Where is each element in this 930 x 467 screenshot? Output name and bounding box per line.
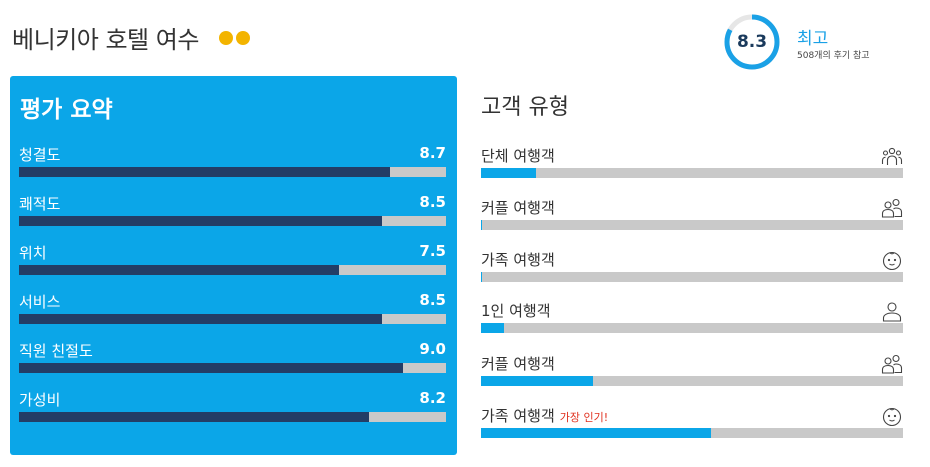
rating-row-location: 위치 7.5 [19, 242, 446, 282]
guest-type-label: 단체 여행객 [481, 147, 555, 165]
guest-type-label: 가족 여행객 가장 인기! [481, 407, 609, 425]
rating-bar-fill [19, 314, 382, 324]
baby-icon [882, 251, 902, 271]
guest-bar-fill [481, 168, 536, 178]
rating-bar-fill [19, 265, 340, 275]
hotel-name: 베니키아 호텔 여수 [12, 26, 199, 54]
rating-bar [19, 265, 446, 275]
rating-row-cleanliness: 청결도 8.7 [19, 144, 446, 184]
guest-bar [481, 220, 903, 230]
rating-value: 8.5 [419, 291, 446, 309]
guest-type-label: 커플 여행객 [481, 199, 555, 217]
guest-bar-fill [481, 376, 593, 386]
couple-icon [881, 354, 903, 374]
rating-bar [19, 314, 446, 324]
guest-row-couple-2: 커플 여행객 [481, 353, 903, 399]
guest-row-family: 가족 여행객 [481, 249, 903, 295]
baby-icon [882, 407, 902, 427]
rating-value: 7.5 [419, 242, 446, 260]
guest-type-label: 1인 여행객 [481, 302, 551, 320]
guest-row-solo: 1인 여행객 [481, 300, 903, 346]
guest-row-family-2: 가족 여행객 가장 인기! [481, 405, 903, 451]
star-rating [219, 31, 250, 45]
guest-type-label: 커플 여행객 [481, 355, 555, 373]
person-icon [882, 302, 902, 322]
score-value: 8.3 [736, 32, 768, 52]
rating-summary-panel: 평가 요약 청결도 8.7 쾌적도 8.5 위치 7.5 서비스 8.5 직원 … [10, 76, 457, 455]
guest-bar [481, 376, 903, 386]
guest-bar-fill [481, 220, 483, 230]
rating-label: 서비스 [19, 293, 61, 311]
rating-bar [19, 216, 446, 226]
score-badge: 8.3 [723, 13, 781, 71]
rating-bar-fill [19, 167, 391, 177]
rating-row-service: 서비스 8.5 [19, 291, 446, 331]
guest-row-group: 단체 여행객 [481, 145, 903, 191]
rating-row-value: 가성비 8.2 [19, 389, 446, 429]
star-icon [236, 31, 250, 45]
rating-label: 위치 [19, 244, 47, 262]
rating-bar-fill [19, 363, 404, 373]
guest-type-title: 고객 유형 [481, 95, 569, 120]
rating-label: 쾌적도 [19, 195, 61, 213]
guest-bar [481, 428, 903, 438]
summary-title: 평가 요약 [20, 97, 113, 123]
guest-bar-fill [481, 323, 505, 333]
review-count: 508개의 후기 참고 [797, 51, 870, 61]
popular-badge: 가장 인기! [559, 411, 609, 424]
guest-row-couple: 커플 여행객 [481, 197, 903, 243]
score-label: 최고 [797, 29, 829, 49]
rating-bar [19, 363, 446, 373]
rating-row-comfort: 쾌적도 8.5 [19, 193, 446, 233]
guest-bar [481, 168, 903, 178]
rating-value: 8.7 [419, 144, 446, 162]
couple-icon [881, 198, 903, 218]
rating-bar-fill [19, 216, 382, 226]
rating-label: 직원 친절도 [19, 342, 93, 360]
rating-label: 가성비 [19, 391, 61, 409]
guest-type-label: 가족 여행객 [481, 251, 555, 269]
star-icon [219, 31, 233, 45]
guest-bar [481, 323, 903, 333]
rating-value: 8.2 [419, 389, 446, 407]
rating-bar [19, 167, 446, 177]
guest-bar-fill [481, 428, 711, 438]
rating-label: 청결도 [19, 146, 61, 164]
rating-row-staff: 직원 친절도 9.0 [19, 340, 446, 380]
guest-bar-fill [481, 272, 483, 282]
rating-bar [19, 412, 446, 422]
guest-bar [481, 272, 903, 282]
score-ring-icon [724, 14, 780, 70]
rating-value: 8.5 [419, 193, 446, 211]
group-icon [881, 147, 903, 165]
rating-value: 9.0 [419, 340, 446, 358]
rating-bar-fill [19, 412, 370, 422]
